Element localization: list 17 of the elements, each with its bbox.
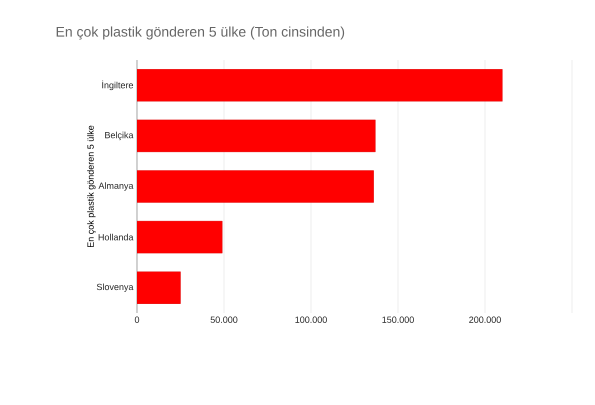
y-tick-label: Belçika [105,132,134,140]
y-tick-label: Hollanda [98,234,134,240]
y-tick-label: Slovenya [96,284,134,292]
x-tick-label: 150.000 [382,316,414,323]
chart-title: En çok plastik gönderen 5 ülke (Ton cinsinden) [56,26,344,40]
y-axis-title: En çok plastik gönderen 5 ülke [87,126,96,248]
y-tick-label: İngiltere [102,80,134,90]
bar [137,69,503,102]
y-tick-label: Almanya [98,182,134,191]
x-tick-label: 100.000 [295,316,327,323]
x-tick-label: 200.000 [469,316,501,323]
bar [137,272,181,304]
x-tick-label: 0 [134,316,140,323]
x-tick-label: 50.000 [210,316,238,323]
bar [137,120,376,152]
bar [137,220,222,254]
bar [137,170,374,203]
